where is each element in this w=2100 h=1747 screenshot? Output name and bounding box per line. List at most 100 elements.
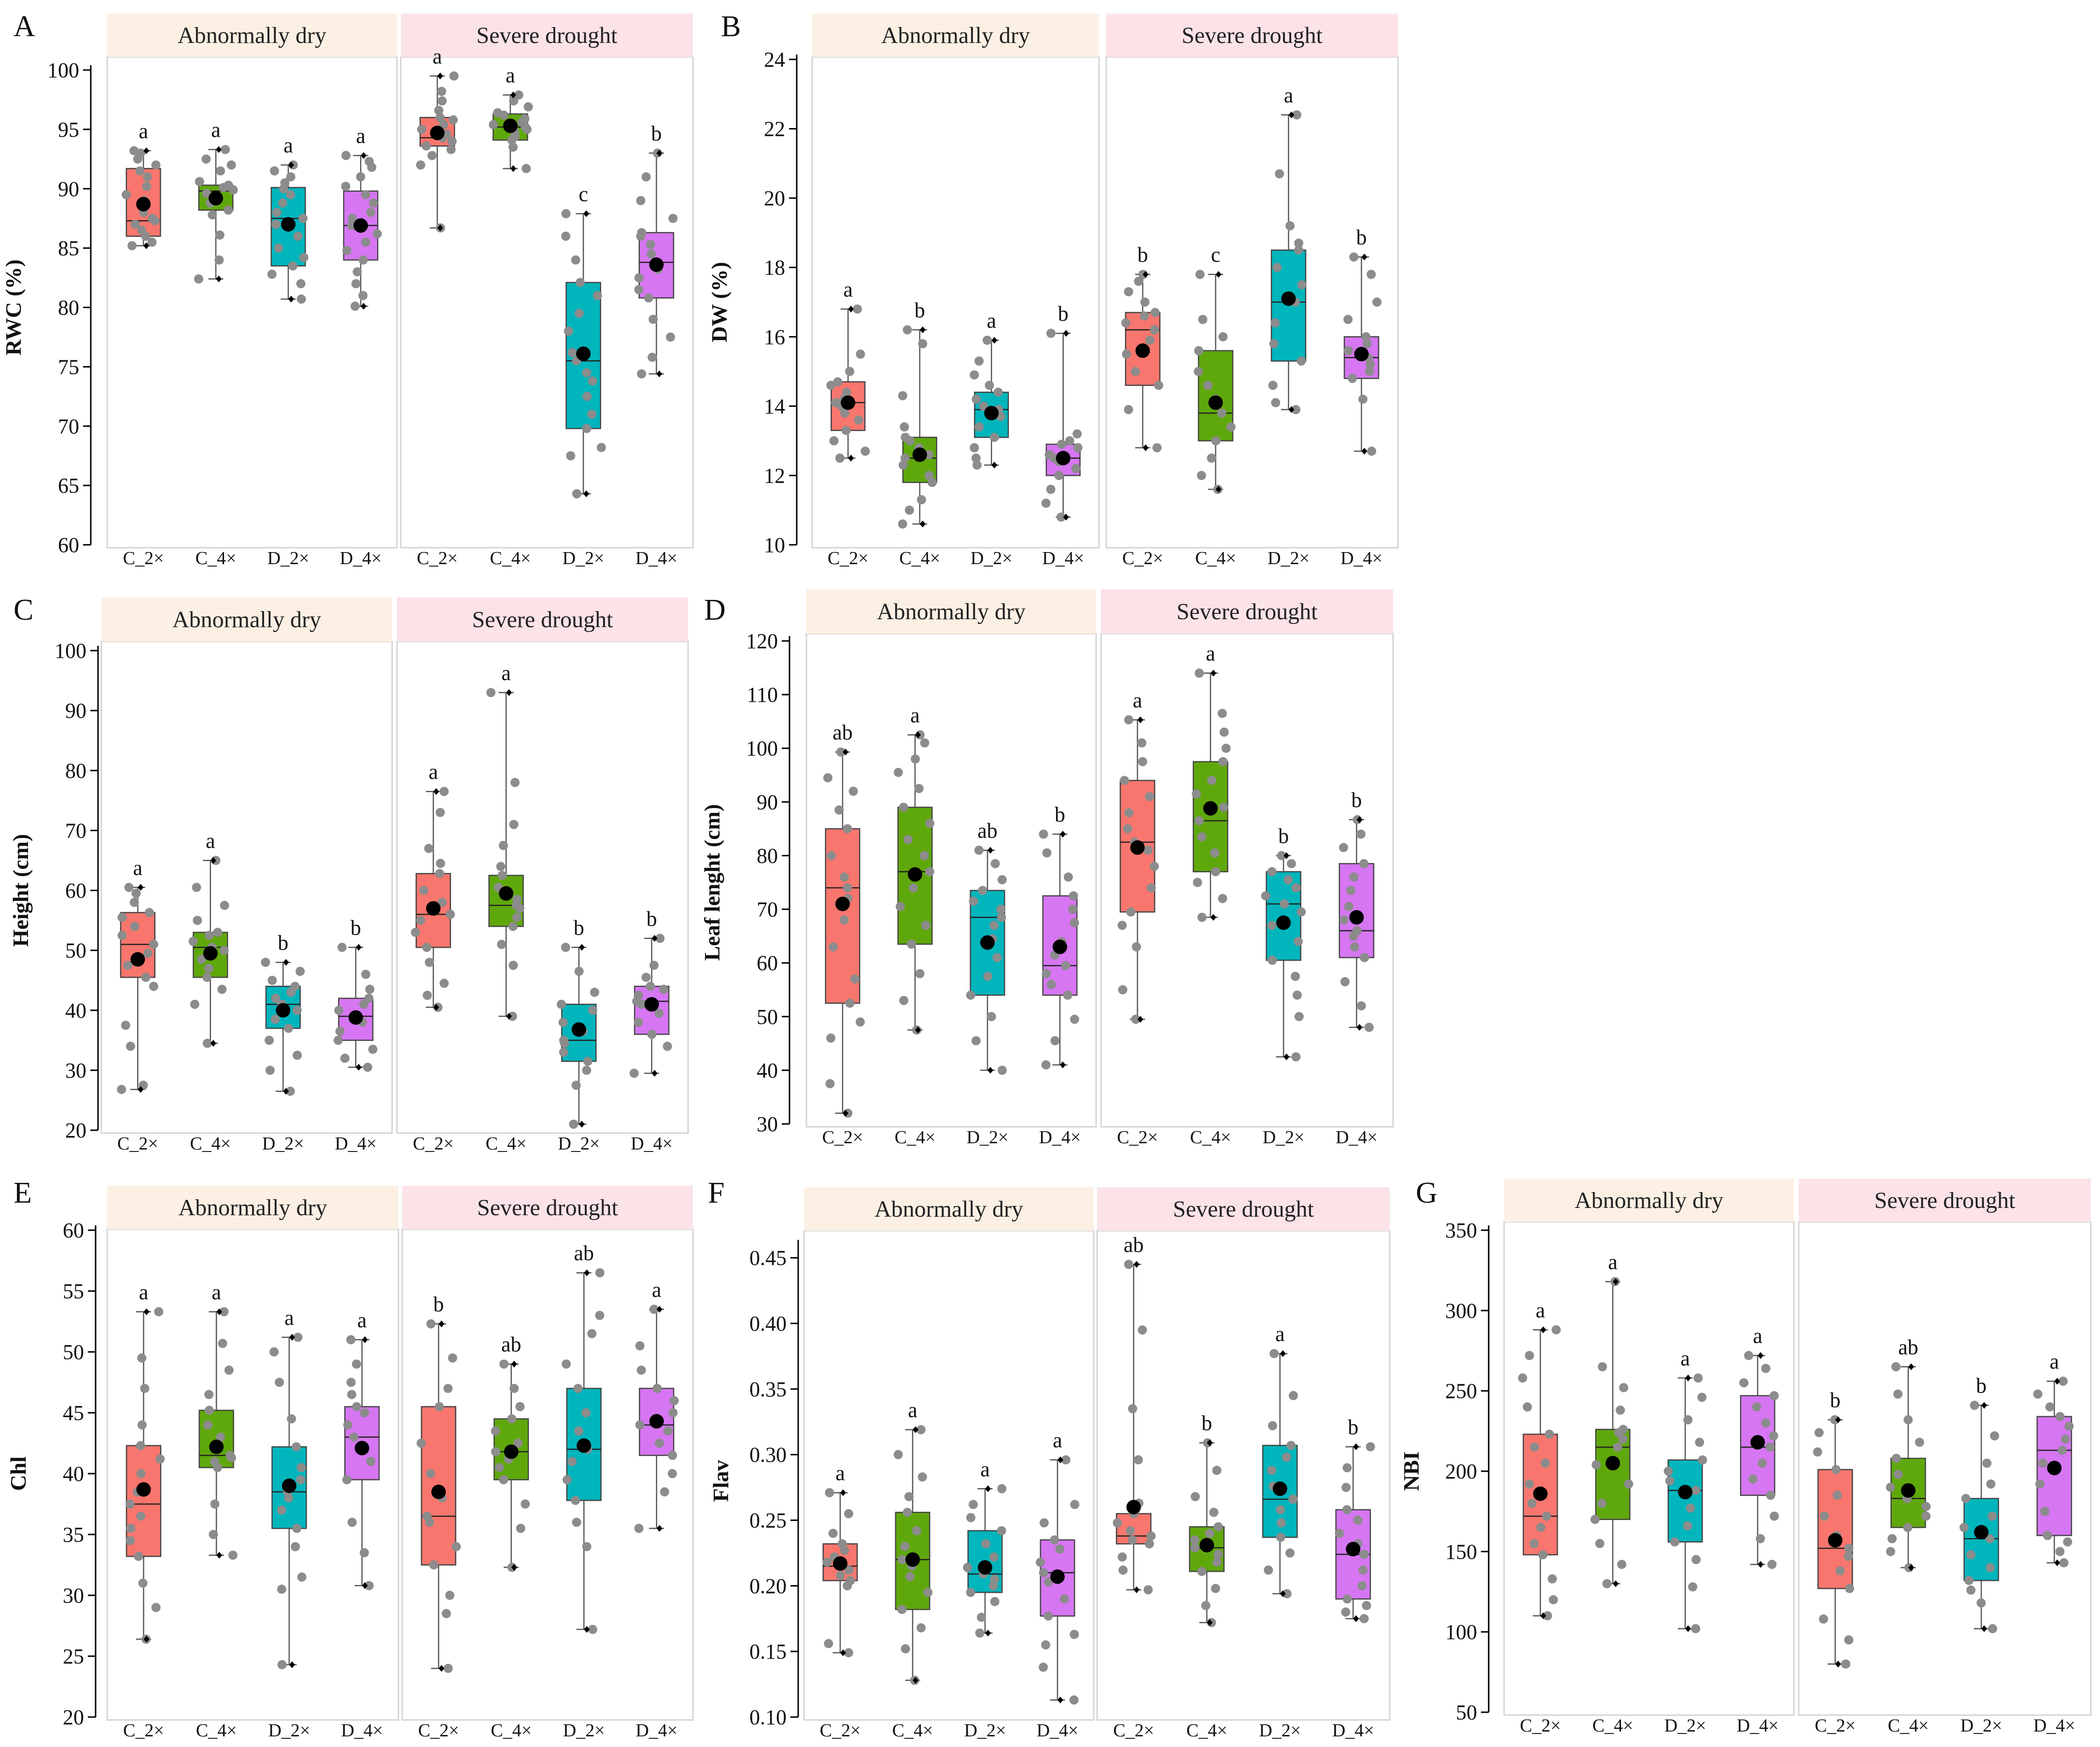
- data-point: [919, 851, 929, 860]
- data-point: [1970, 1401, 1979, 1410]
- extreme-marker: [919, 326, 926, 333]
- significance-letter: a: [843, 278, 853, 301]
- data-point: [970, 443, 979, 453]
- x-category-label: D_4×: [1042, 548, 1084, 568]
- data-point: [595, 1310, 605, 1320]
- mean-point: [499, 886, 514, 901]
- facet-strip-label: Severe drought: [1173, 1196, 1314, 1222]
- data-point: [1366, 360, 1375, 369]
- data-point: [359, 999, 368, 1009]
- data-point: [1844, 1551, 1853, 1561]
- data-point: [422, 1511, 432, 1521]
- data-point: [921, 921, 930, 930]
- data-point: [990, 1597, 1000, 1606]
- data-point: [844, 1509, 854, 1519]
- data-point: [1297, 356, 1306, 366]
- mean-point: [281, 217, 296, 232]
- y-tick-label: 0.40: [749, 1312, 787, 1335]
- data-point: [347, 1390, 356, 1399]
- data-point: [1844, 1544, 1854, 1553]
- data-point: [508, 922, 518, 931]
- data-point: [126, 1041, 135, 1051]
- data-point: [567, 1457, 577, 1466]
- data-point: [521, 1499, 530, 1509]
- data-point: [1043, 1611, 1053, 1621]
- data-point: [1057, 440, 1067, 449]
- data-point: [845, 998, 855, 1008]
- data-point: [1126, 907, 1136, 917]
- data-point: [1346, 886, 1355, 895]
- data-point: [912, 1526, 921, 1535]
- x-category-label: C_4×: [1593, 1716, 1634, 1736]
- data-point: [1124, 1260, 1133, 1269]
- data-point: [979, 401, 988, 411]
- mean-point: [209, 191, 223, 206]
- data-point: [136, 1511, 146, 1521]
- mean-point: [833, 1556, 847, 1571]
- data-point: [900, 1542, 910, 1551]
- data-point: [1268, 955, 1277, 965]
- box-group: C_2× a: [411, 760, 455, 1154]
- y-axis-label: RWC (%): [1, 259, 26, 355]
- data-point: [981, 1539, 991, 1548]
- data-point: [974, 422, 984, 432]
- x-category-label: D_2×: [558, 1134, 600, 1154]
- extreme-marker: [283, 959, 289, 966]
- data-point: [963, 1562, 972, 1572]
- significance-letter: a: [139, 119, 148, 143]
- data-point: [363, 1063, 372, 1072]
- data-point: [649, 961, 659, 970]
- data-point: [1770, 1511, 1779, 1521]
- data-point: [652, 1384, 662, 1393]
- data-point: [582, 368, 592, 378]
- significance-letter: b: [915, 298, 925, 322]
- mean-point: [136, 197, 151, 212]
- data-point: [647, 249, 656, 259]
- data-point: [634, 273, 644, 283]
- data-point: [583, 1056, 592, 1066]
- extreme-marker: [578, 1121, 585, 1128]
- box-group: D_4× b: [1340, 226, 1382, 568]
- data-point: [126, 1523, 136, 1533]
- panel-e: E Abnormally dry Severe drought 20 25 30 35 40 4…: [6, 1177, 694, 1741]
- data-point: [202, 972, 212, 982]
- significance-letter: a: [139, 1280, 149, 1304]
- y-tick-label: 60: [65, 879, 86, 903]
- y-tick-label: 110: [747, 683, 778, 707]
- x-category-label: C_2×: [822, 1127, 863, 1148]
- data-point: [210, 1457, 219, 1466]
- facet-strip: [401, 14, 693, 57]
- data-point: [588, 376, 597, 386]
- data-point: [1359, 1549, 1369, 1559]
- data-point: [416, 160, 425, 170]
- extreme-marker: [433, 1004, 439, 1011]
- data-point: [668, 1408, 678, 1418]
- data-point: [1359, 859, 1368, 868]
- data-point: [121, 1021, 130, 1030]
- data-point: [1366, 1442, 1375, 1451]
- data-point: [856, 349, 865, 359]
- data-point: [1041, 1640, 1051, 1650]
- significance-letter: b: [1351, 788, 1362, 812]
- facet-strip-label: Abnormally dry: [1575, 1188, 1723, 1213]
- data-point: [1128, 1404, 1138, 1414]
- facet-strip-label: Severe drought: [1874, 1188, 2016, 1213]
- data-point: [646, 981, 655, 991]
- data-point: [521, 164, 531, 173]
- y-tick-label: 25: [63, 1645, 84, 1668]
- data-point: [1691, 1624, 1701, 1633]
- data-point: [439, 979, 449, 988]
- x-category-label: C_2×: [123, 1720, 164, 1741]
- data-point: [1113, 1518, 1122, 1528]
- data-point: [1205, 1529, 1214, 1538]
- data-point: [1845, 1584, 1854, 1593]
- data-point: [1218, 332, 1228, 341]
- data-point: [1138, 757, 1147, 767]
- data-point: [2055, 1412, 2065, 1421]
- data-point: [1118, 1565, 1128, 1575]
- data-point: [148, 213, 157, 223]
- panel-letter: B: [721, 10, 741, 43]
- data-point: [497, 870, 507, 880]
- data-point: [1207, 454, 1216, 463]
- data-point: [1340, 977, 1350, 987]
